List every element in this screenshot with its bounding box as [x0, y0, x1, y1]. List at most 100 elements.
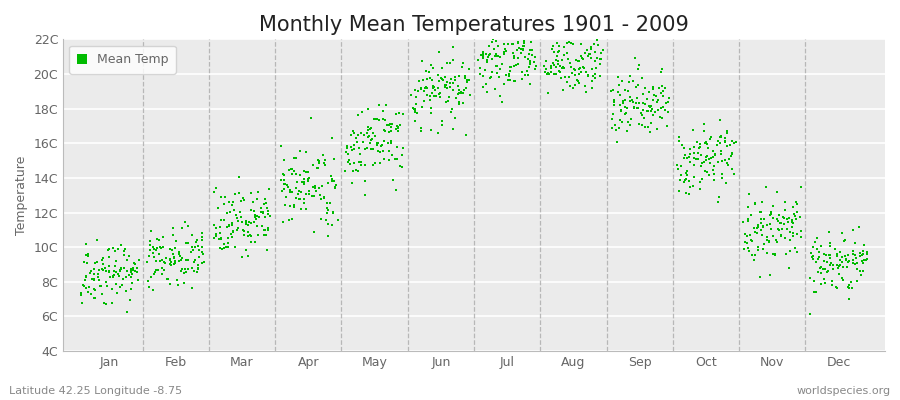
- Point: [310, 157, 325, 163]
- Point: [244, 207, 258, 214]
- Point: [460, 79, 474, 86]
- Point: [641, 123, 655, 130]
- Point: [594, 55, 608, 62]
- Point: [371, 148, 385, 154]
- Point: [317, 194, 331, 200]
- Point: [293, 172, 308, 178]
- Point: [187, 243, 202, 250]
- Point: [325, 135, 339, 141]
- Point: [408, 117, 422, 124]
- Point: [368, 116, 382, 122]
- Point: [223, 208, 238, 215]
- Point: [172, 249, 186, 256]
- Point: [745, 252, 760, 258]
- Point: [581, 72, 596, 78]
- Point: [423, 97, 437, 103]
- Point: [417, 98, 431, 104]
- Point: [782, 237, 796, 243]
- Point: [481, 57, 495, 63]
- Point: [623, 98, 637, 104]
- Point: [726, 140, 741, 146]
- Point: [152, 258, 166, 264]
- Point: [762, 212, 777, 218]
- Point: [166, 232, 181, 238]
- Point: [90, 259, 104, 265]
- Point: [515, 69, 529, 75]
- Point: [655, 115, 670, 121]
- Point: [716, 171, 730, 177]
- Point: [473, 52, 488, 58]
- Point: [485, 69, 500, 75]
- Point: [88, 294, 103, 301]
- Point: [328, 184, 342, 190]
- Point: [579, 88, 593, 95]
- Point: [284, 187, 298, 194]
- Point: [289, 185, 303, 192]
- Point: [408, 106, 422, 113]
- Point: [607, 99, 621, 106]
- Point: [507, 54, 521, 61]
- Point: [330, 217, 345, 224]
- Point: [571, 78, 585, 84]
- Point: [497, 40, 511, 47]
- Point: [490, 63, 504, 70]
- Point: [593, 50, 608, 56]
- Point: [389, 126, 403, 132]
- Point: [756, 246, 770, 252]
- Point: [166, 251, 180, 257]
- Point: [148, 269, 162, 276]
- Point: [766, 214, 780, 221]
- Point: [236, 195, 250, 201]
- Point: [379, 102, 393, 108]
- Point: [698, 154, 713, 160]
- Point: [626, 99, 641, 106]
- Point: [820, 269, 834, 276]
- Point: [747, 229, 761, 235]
- Point: [613, 116, 627, 123]
- Point: [256, 209, 270, 216]
- Point: [502, 71, 517, 77]
- Point: [481, 54, 495, 60]
- Point: [632, 100, 646, 106]
- Point: [164, 259, 178, 266]
- Point: [852, 224, 867, 230]
- Point: [590, 36, 605, 43]
- Point: [209, 224, 223, 231]
- Point: [671, 187, 686, 194]
- Point: [408, 106, 422, 113]
- Point: [698, 168, 713, 174]
- Point: [680, 168, 694, 174]
- Point: [239, 247, 254, 253]
- Point: [452, 90, 466, 96]
- Point: [777, 221, 791, 228]
- Point: [794, 234, 808, 240]
- Point: [225, 227, 239, 234]
- Point: [437, 74, 452, 80]
- Point: [423, 93, 437, 100]
- Point: [745, 238, 760, 244]
- Point: [341, 159, 356, 166]
- Point: [560, 40, 574, 46]
- Point: [782, 248, 796, 254]
- Point: [814, 264, 828, 270]
- Point: [686, 183, 700, 189]
- Point: [224, 234, 238, 240]
- Point: [682, 178, 697, 184]
- Point: [172, 258, 186, 264]
- Point: [345, 180, 359, 186]
- Point: [692, 145, 706, 151]
- Point: [216, 217, 230, 224]
- Point: [616, 100, 630, 106]
- Point: [144, 228, 158, 234]
- Point: [643, 128, 657, 135]
- Point: [296, 179, 310, 185]
- Point: [168, 260, 183, 266]
- Point: [440, 60, 454, 66]
- Point: [431, 85, 446, 91]
- Point: [523, 81, 537, 88]
- Point: [522, 51, 536, 58]
- Point: [108, 281, 122, 288]
- Point: [102, 263, 116, 269]
- Point: [606, 86, 620, 93]
- Point: [528, 54, 543, 61]
